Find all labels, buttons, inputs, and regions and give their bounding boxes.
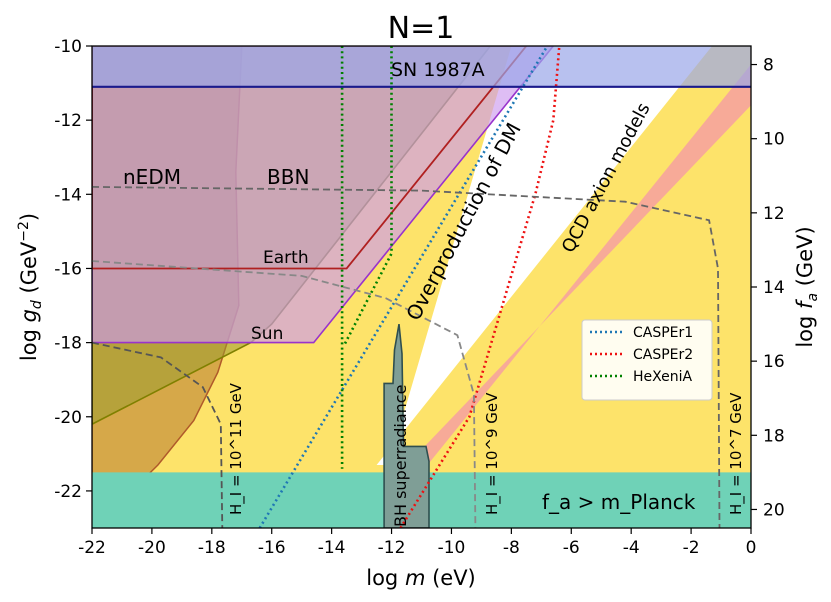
legend: CASPEr1 CASPEr2 HeXeniA xyxy=(581,319,713,401)
x-tick-label: -16 xyxy=(258,538,286,558)
label-hi11: H_I = 10^11 GeV xyxy=(227,382,246,515)
series-h-i-10-11-gev xyxy=(92,341,224,528)
right-tick-label: 8 xyxy=(763,56,774,76)
x-axis-label: log m (eV) xyxy=(366,566,476,590)
y-tick-label: -16 xyxy=(54,259,82,279)
right-tick-label: 20 xyxy=(763,500,785,520)
right-tick-label: 16 xyxy=(763,352,785,372)
x-tick-label: -2 xyxy=(683,538,700,558)
x-tick-label: -8 xyxy=(503,538,520,558)
y-axis-label: log gd (GeV−2) xyxy=(16,213,45,361)
region-overproduction-of-dm xyxy=(376,46,713,465)
x-tick-label: -4 xyxy=(623,538,640,558)
label-bh: BH superradiance xyxy=(391,385,410,527)
x-tick-label: -12 xyxy=(378,538,406,558)
y-tick-label: -20 xyxy=(54,408,82,428)
series-hexenia-2 xyxy=(342,46,393,347)
right-tick-label: 10 xyxy=(763,130,785,150)
label-planck: f_a > m_Planck xyxy=(542,490,696,514)
legend-label-hexenia: HeXeniA xyxy=(633,369,692,385)
x-tick-label: -10 xyxy=(438,538,466,558)
y-tick-label: -10 xyxy=(54,37,82,57)
label-sun: Sun xyxy=(251,324,283,344)
label-sn: SN 1987A xyxy=(391,59,485,81)
x-tick-label: -14 xyxy=(318,538,346,558)
x-tick-label: -18 xyxy=(198,538,226,558)
x-tick-label: -6 xyxy=(563,538,580,558)
y-tick-label: -14 xyxy=(54,185,82,205)
x-tick-label: 0 xyxy=(746,538,757,558)
x-tick-label: -20 xyxy=(138,538,166,558)
right-tick-label: 14 xyxy=(763,278,785,298)
legend-box xyxy=(581,319,713,401)
legend-label-casper1: CASPEr1 xyxy=(633,325,693,341)
right-axis-label: log fa (GeV) xyxy=(793,226,821,347)
label-hi9: H_I = 10^9 GeV xyxy=(483,392,502,515)
chart-title: N=1 xyxy=(388,11,455,46)
right-tick-label: 18 xyxy=(763,426,785,446)
y-tick-label: -18 xyxy=(54,334,82,354)
legend-label-casper2: CASPEr2 xyxy=(633,347,693,363)
series-h-i-10-7-gev xyxy=(92,186,721,528)
right-tick-label: 12 xyxy=(763,204,785,224)
label-hi7: H_I = 10^7 GeV xyxy=(727,392,746,515)
region-earth xyxy=(92,46,528,270)
y-tick-label: -12 xyxy=(54,111,82,131)
label-earth: Earth xyxy=(263,248,309,268)
region-sn-1987a xyxy=(92,46,751,87)
x-tick-label: -22 xyxy=(78,538,106,558)
label-bbn: BBN xyxy=(267,165,309,189)
label-nedm: nEDM xyxy=(123,165,181,189)
plot-area xyxy=(92,46,751,528)
y-tick-label: -22 xyxy=(54,482,82,502)
